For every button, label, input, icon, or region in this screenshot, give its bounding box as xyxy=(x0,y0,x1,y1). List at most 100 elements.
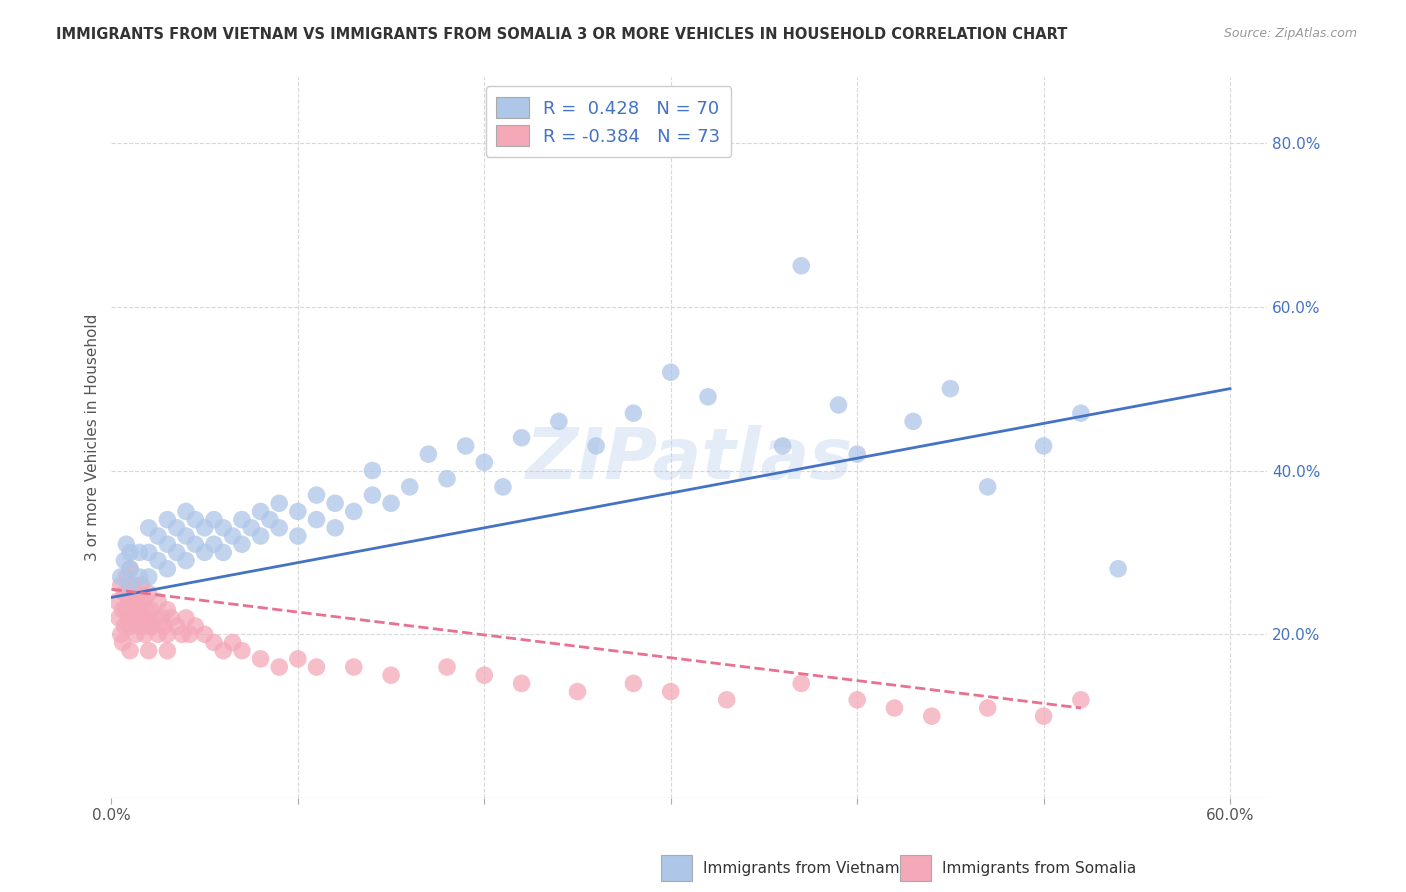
Point xyxy=(115,570,138,584)
Text: Immigrants from Vietnam: Immigrants from Vietnam xyxy=(703,861,900,876)
Point xyxy=(111,635,134,649)
Point xyxy=(454,439,477,453)
Point xyxy=(114,553,136,567)
Point xyxy=(152,619,174,633)
Point xyxy=(156,603,179,617)
Point xyxy=(976,480,998,494)
Point xyxy=(120,578,142,592)
Point xyxy=(120,545,142,559)
Point xyxy=(120,562,142,576)
Point xyxy=(287,504,309,518)
Point xyxy=(976,701,998,715)
Point xyxy=(138,545,160,559)
Text: Source: ZipAtlas.com: Source: ZipAtlas.com xyxy=(1223,27,1357,40)
Point xyxy=(883,701,905,715)
Point xyxy=(846,447,869,461)
Point xyxy=(1032,439,1054,453)
Point xyxy=(110,627,132,641)
Point xyxy=(1107,562,1129,576)
Point xyxy=(134,627,156,641)
Point xyxy=(184,619,207,633)
Point xyxy=(115,603,138,617)
Point xyxy=(172,627,194,641)
Point xyxy=(472,455,495,469)
Point xyxy=(120,594,142,608)
Point xyxy=(194,545,217,559)
Point xyxy=(827,398,849,412)
Point xyxy=(287,529,309,543)
Point xyxy=(166,619,188,633)
Point xyxy=(110,578,132,592)
Point xyxy=(129,611,152,625)
Point xyxy=(128,570,150,584)
Point xyxy=(398,480,420,494)
Point xyxy=(212,545,235,559)
Point xyxy=(114,619,136,633)
Point xyxy=(269,496,291,510)
Point xyxy=(492,480,515,494)
Point xyxy=(305,660,328,674)
Point xyxy=(697,390,720,404)
Point xyxy=(1070,406,1092,420)
Point xyxy=(472,668,495,682)
Point xyxy=(111,603,134,617)
Point xyxy=(134,603,156,617)
Point xyxy=(772,439,794,453)
Point xyxy=(623,676,645,690)
Point xyxy=(138,643,160,657)
Point xyxy=(146,553,169,567)
Point xyxy=(323,521,346,535)
Point xyxy=(110,570,132,584)
Y-axis label: 3 or more Vehicles in Household: 3 or more Vehicles in Household xyxy=(86,314,100,561)
Point xyxy=(436,472,458,486)
Point xyxy=(202,635,225,649)
Text: IMMIGRANTS FROM VIETNAM VS IMMIGRANTS FROM SOMALIA 3 OR MORE VEHICLES IN HOUSEHO: IMMIGRANTS FROM VIETNAM VS IMMIGRANTS FR… xyxy=(56,27,1067,42)
Point xyxy=(122,578,145,592)
Point xyxy=(249,504,271,518)
Point xyxy=(790,259,813,273)
Point xyxy=(166,545,188,559)
Point xyxy=(259,513,281,527)
Point xyxy=(1032,709,1054,723)
Point xyxy=(141,619,163,633)
Point xyxy=(212,643,235,657)
Point xyxy=(846,693,869,707)
Point xyxy=(194,627,217,641)
Point xyxy=(1070,693,1092,707)
Point xyxy=(202,513,225,527)
Point xyxy=(184,513,207,527)
Point xyxy=(547,414,569,428)
Point xyxy=(143,611,166,625)
Point xyxy=(567,684,589,698)
Point xyxy=(240,521,263,535)
Point xyxy=(231,513,253,527)
Point xyxy=(659,365,682,379)
Point xyxy=(510,676,533,690)
Point xyxy=(221,635,243,649)
Point xyxy=(120,562,142,576)
Point xyxy=(122,611,145,625)
Point xyxy=(115,537,138,551)
Point xyxy=(156,627,179,641)
Point xyxy=(120,643,142,657)
Point xyxy=(124,594,146,608)
Point xyxy=(174,504,197,518)
Point xyxy=(305,488,328,502)
Point xyxy=(156,513,179,527)
Point xyxy=(174,553,197,567)
Point xyxy=(510,431,533,445)
Point xyxy=(156,643,179,657)
Point xyxy=(128,619,150,633)
Point xyxy=(146,627,169,641)
Point xyxy=(249,529,271,543)
Point xyxy=(343,504,366,518)
Point xyxy=(160,611,183,625)
Point xyxy=(174,529,197,543)
Point xyxy=(418,447,440,461)
Point xyxy=(921,709,943,723)
Point xyxy=(790,676,813,690)
Point xyxy=(138,586,160,600)
Point xyxy=(117,586,139,600)
Point xyxy=(436,660,458,674)
Point xyxy=(659,684,682,698)
